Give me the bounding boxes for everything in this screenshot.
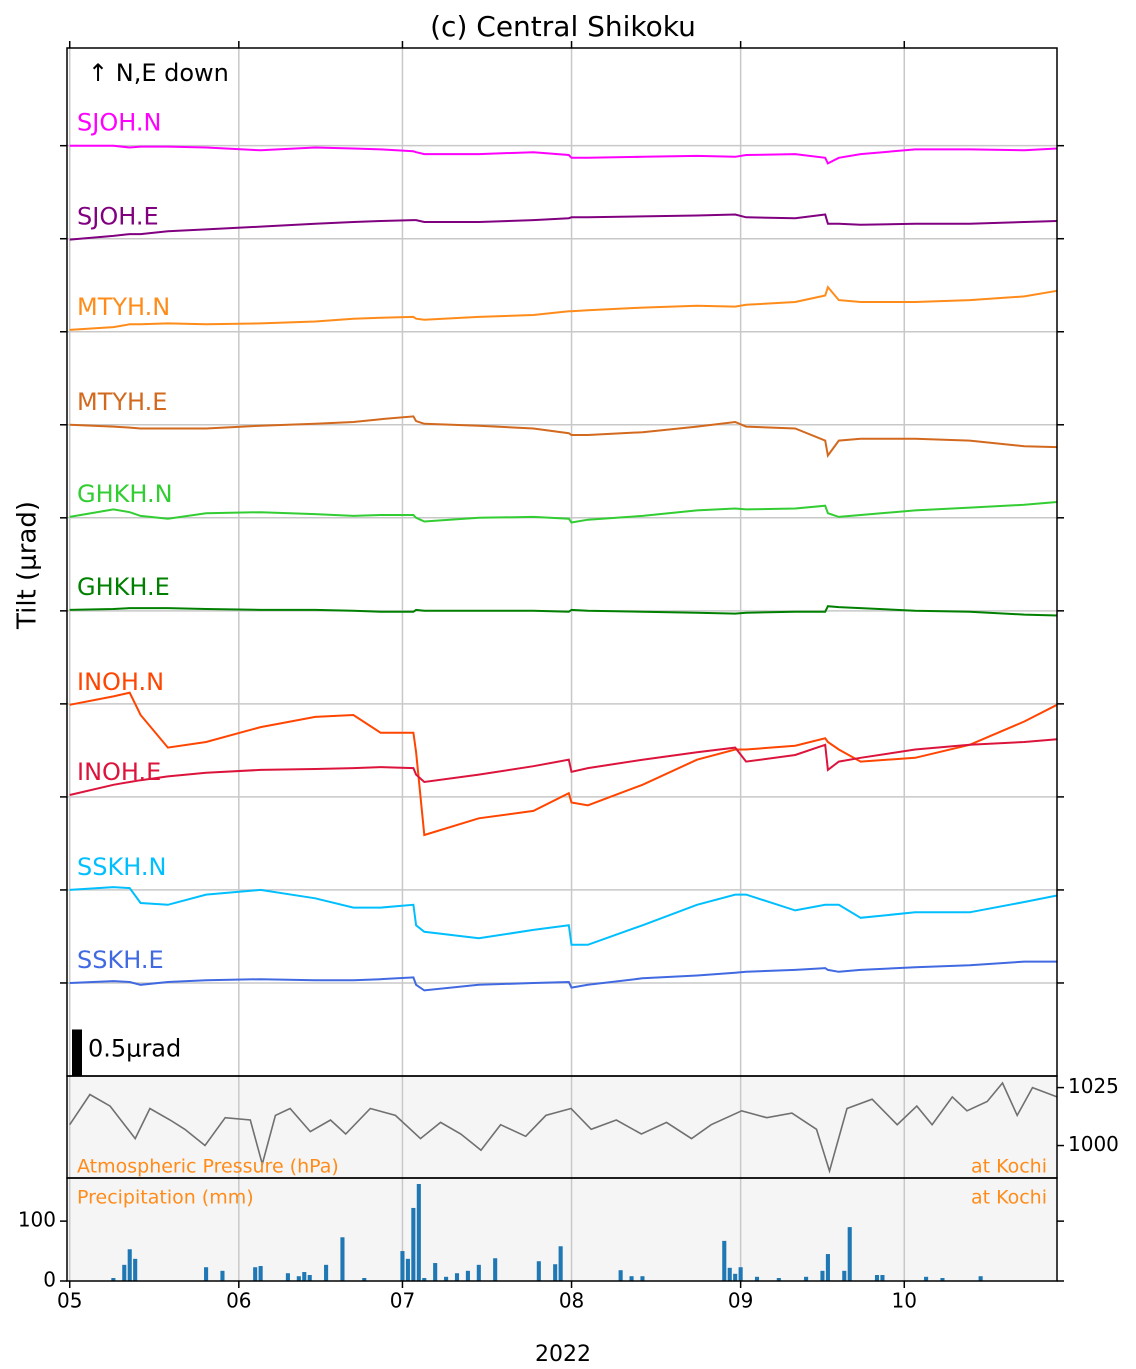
precip-bar	[133, 1258, 138, 1281]
series-label: SJOH.N	[77, 109, 161, 137]
precip-bar	[340, 1237, 345, 1281]
x-tick-label: 09	[728, 1289, 753, 1313]
precip-bar	[258, 1266, 263, 1281]
panel-frame	[66, 47, 1058, 1077]
series-label: GHKH.E	[77, 573, 170, 601]
tilt-line	[69, 691, 1058, 837]
tilt-line	[69, 501, 1058, 524]
tilt-line	[69, 960, 1057, 992]
precip-bar	[307, 1275, 312, 1281]
tilt-line	[69, 415, 1058, 458]
precip-bar	[362, 1278, 367, 1281]
series-label: INOH.E	[77, 758, 161, 786]
series-label: MTYH.N	[77, 293, 170, 321]
tilt-line	[69, 886, 1058, 946]
precip-bar	[122, 1264, 127, 1281]
precip-bar	[847, 1227, 852, 1281]
panel-frame	[66, 1177, 1058, 1282]
y-tick-label: 100	[18, 1208, 56, 1232]
series-label: INOH.N	[77, 668, 164, 696]
precip-bar	[825, 1254, 830, 1281]
tilt-line	[69, 738, 1058, 796]
precip-bar	[433, 1263, 438, 1281]
x-tick-label: 10	[892, 1289, 917, 1313]
panel-label: Precipitation (mm)	[77, 1187, 254, 1209]
y-axis-label: Tilt (μrad)	[13, 501, 43, 630]
panel-location: at Kochi	[971, 1156, 1047, 1178]
precip-bar	[733, 1273, 738, 1281]
precip-bar	[722, 1240, 727, 1281]
tilt-line	[69, 213, 1058, 241]
precip-bar	[416, 1183, 421, 1281]
precip-bar	[400, 1251, 405, 1281]
series-label: SJOH.E	[77, 203, 159, 231]
series-label: GHKH.N	[77, 480, 173, 508]
series-label: SSKH.E	[77, 946, 164, 974]
precip-bar	[285, 1273, 290, 1281]
precip-bar	[253, 1267, 258, 1281]
precip-bar	[204, 1267, 209, 1281]
chart-title: (c) Central Shikoku	[430, 10, 696, 43]
x-tick-label: 08	[559, 1289, 584, 1313]
scale-bar	[72, 1029, 82, 1076]
precip-bar	[220, 1270, 225, 1281]
precip-bar	[629, 1276, 634, 1281]
precip-bar	[493, 1258, 498, 1281]
panel-location: at Kochi	[971, 1187, 1047, 1209]
precip-bar	[324, 1264, 329, 1281]
x-tick-label: 07	[390, 1289, 415, 1313]
precip-bar	[618, 1270, 623, 1281]
precip-bar	[940, 1278, 945, 1281]
tilt-line	[69, 605, 1058, 617]
precip-bar	[476, 1264, 481, 1281]
y-tick-label: 1000	[1068, 1132, 1119, 1156]
precip-bar	[842, 1270, 847, 1281]
precip-bar	[880, 1275, 885, 1281]
x-tick-label: 06	[226, 1289, 251, 1313]
y-tick-label: 1025	[1068, 1074, 1119, 1098]
precip-bar	[454, 1273, 460, 1281]
precip-bar	[738, 1267, 743, 1281]
precip-bar	[302, 1272, 307, 1281]
pressure-line	[69, 1081, 1058, 1174]
annotation: ↑ N,E down	[88, 59, 229, 87]
x-tick-label: 05	[57, 1289, 82, 1313]
precip-bar	[411, 1207, 416, 1281]
panel-label: Atmospheric Pressure (hPa)	[77, 1156, 339, 1178]
precip-bar	[978, 1276, 983, 1281]
precip-bar	[804, 1276, 809, 1281]
precip-bar	[820, 1270, 825, 1281]
precip-bar	[727, 1267, 732, 1281]
panel-background	[67, 1076, 1057, 1178]
precip-bar	[127, 1249, 132, 1281]
tilt-line	[69, 285, 1058, 331]
series-label: SSKH.N	[77, 853, 166, 881]
precip-bar	[422, 1278, 427, 1281]
precip-bar	[405, 1258, 410, 1281]
precip-bar	[640, 1276, 645, 1281]
precip-bar	[754, 1276, 760, 1281]
precip-bar	[296, 1276, 301, 1281]
precip-bar	[874, 1275, 880, 1281]
tilt-line	[69, 144, 1058, 165]
precip-bar	[536, 1261, 541, 1281]
precip-bar	[776, 1278, 781, 1281]
precip-bar	[465, 1270, 470, 1281]
precip-bar	[444, 1276, 449, 1281]
precip-bar	[553, 1264, 558, 1281]
precip-bar	[924, 1276, 929, 1281]
scale-bar-label: 0.5μrad	[88, 1035, 181, 1063]
y-tick-label: 0	[43, 1268, 56, 1292]
x-axis-label: 2022	[535, 1342, 591, 1367]
precip-bar	[558, 1246, 563, 1281]
series-label: MTYH.E	[77, 388, 167, 416]
precip-bar	[111, 1278, 116, 1281]
